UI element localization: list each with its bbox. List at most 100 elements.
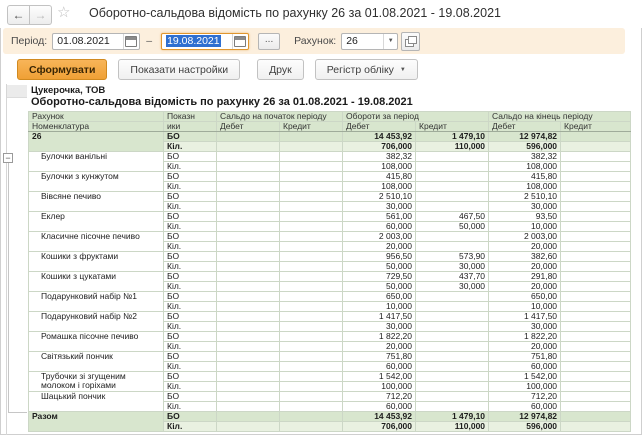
row-value-cell[interactable]: 706,000 — [342, 421, 417, 432]
row-value-cell[interactable] — [415, 301, 490, 312]
row-value-cell[interactable] — [560, 381, 632, 392]
row-value-cell[interactable] — [560, 181, 632, 192]
row-value-cell[interactable]: 415,80 — [488, 171, 562, 182]
row-value-cell[interactable]: 20,000 — [488, 261, 562, 272]
row-value-cell[interactable]: 751,80 — [342, 351, 417, 362]
row-value-cell[interactable] — [560, 331, 632, 342]
row-value-cell[interactable] — [560, 151, 632, 162]
row-value-cell[interactable]: 60,000 — [342, 401, 417, 412]
row-value-cell[interactable]: 712,20 — [342, 391, 417, 402]
row-indicator-cell[interactable]: БО — [163, 191, 217, 202]
open-list-icon[interactable] — [401, 31, 421, 51]
table-row[interactable]: Кошики з фруктами БО 956,50 573,90 382,60 — [28, 251, 632, 272]
row-value-cell[interactable] — [216, 211, 280, 222]
row-indicator-cell[interactable]: Кіл. — [163, 361, 217, 372]
show-settings-button[interactable]: Показати настройки — [118, 59, 241, 80]
row-value-cell[interactable]: 1 542,00 — [488, 371, 562, 382]
row-value-cell[interactable]: 2 003,00 — [342, 231, 417, 242]
row-value-cell[interactable]: 110,000 — [415, 141, 490, 152]
table-row[interactable]: Вівсяне печиво БО 2 510,10 2 510,10 — [28, 191, 632, 212]
row-value-cell[interactable] — [278, 201, 344, 212]
row-value-cell[interactable] — [560, 351, 632, 362]
row-value-cell[interactable] — [278, 301, 344, 312]
row-value-cell[interactable] — [278, 401, 344, 412]
row-indicator-cell[interactable]: Кіл. — [163, 181, 217, 192]
row-value-cell[interactable]: 30,000 — [415, 261, 490, 272]
row-indicator-cell[interactable]: Кіл. — [163, 161, 217, 172]
generate-button[interactable]: Сформувати — [17, 59, 108, 80]
row-value-cell[interactable]: 291,80 — [488, 271, 562, 282]
period-options-button[interactable]: ... — [258, 32, 281, 50]
date-to-input[interactable]: 19.08.2021 — [161, 32, 250, 50]
header-closing-balance[interactable]: Сальдо на кінець періоду — [488, 111, 632, 122]
row-indicator-cell[interactable]: Кіл. — [163, 281, 217, 292]
row-value-cell[interactable] — [278, 291, 344, 302]
row-value-cell[interactable] — [278, 211, 344, 222]
row-value-cell[interactable] — [415, 361, 490, 372]
row-value-cell[interactable] — [560, 341, 632, 352]
header-indicators[interactable]: Показн — [163, 111, 217, 122]
row-value-cell[interactable] — [216, 381, 280, 392]
row-name-cell[interactable]: Кошики з цукатами — [28, 271, 164, 292]
row-value-cell[interactable] — [560, 421, 632, 432]
header-turnover[interactable]: Обороти за період — [342, 111, 490, 122]
row-value-cell[interactable]: 50,000 — [342, 281, 417, 292]
row-value-cell[interactable] — [216, 321, 280, 332]
table-row[interactable]: Кіл. 60,000 60,000 — [29, 361, 632, 372]
row-value-cell[interactable]: 382,32 — [488, 151, 562, 162]
row-value-cell[interactable] — [278, 381, 344, 392]
table-row[interactable]: Кіл. 100,000 100,000 — [29, 381, 632, 392]
row-value-cell[interactable]: 712,20 — [488, 391, 562, 402]
row-value-cell[interactable] — [216, 281, 280, 292]
table-row[interactable]: Кіл. 50,000 30,000 20,000 — [29, 261, 632, 272]
header-credit[interactable]: Кредит — [415, 121, 490, 132]
row-value-cell[interactable] — [560, 141, 632, 152]
row-value-cell[interactable] — [216, 171, 280, 182]
calendar-icon[interactable] — [232, 33, 247, 49]
row-value-cell[interactable] — [278, 341, 344, 352]
row-value-cell[interactable] — [216, 291, 280, 302]
row-value-cell[interactable] — [278, 221, 344, 232]
row-value-cell[interactable]: 2 510,10 — [488, 191, 562, 202]
row-value-cell[interactable] — [278, 311, 344, 322]
row-value-cell[interactable] — [278, 151, 344, 162]
row-value-cell[interactable] — [278, 251, 344, 262]
row-value-cell[interactable] — [560, 211, 632, 222]
row-value-cell[interactable]: 1 822,20 — [488, 331, 562, 342]
header-credit[interactable]: Кредит — [560, 121, 632, 132]
row-name-cell[interactable]: 26 — [28, 131, 164, 152]
row-value-cell[interactable] — [216, 351, 280, 362]
row-indicator-cell[interactable]: БО — [163, 131, 217, 142]
row-indicator-cell[interactable]: Кіл. — [163, 201, 217, 212]
row-value-cell[interactable] — [560, 301, 632, 312]
table-row[interactable]: Кіл. 706,000 110,000 596,000 — [29, 141, 632, 152]
chevron-down-icon[interactable]: ▼ — [383, 33, 397, 49]
row-value-cell[interactable]: 10,000 — [488, 301, 562, 312]
row-value-cell[interactable]: 100,000 — [488, 381, 562, 392]
row-value-cell[interactable] — [278, 371, 344, 382]
row-value-cell[interactable] — [278, 181, 344, 192]
row-value-cell[interactable]: 561,00 — [342, 211, 417, 222]
row-value-cell[interactable]: 30,000 — [342, 321, 417, 332]
account-input[interactable]: 26 ▼ — [341, 32, 399, 50]
row-value-cell[interactable] — [216, 411, 280, 422]
row-value-cell[interactable] — [216, 261, 280, 272]
row-indicator-cell[interactable]: БО — [163, 311, 217, 322]
row-value-cell[interactable] — [560, 131, 632, 142]
row-value-cell[interactable] — [278, 261, 344, 272]
row-value-cell[interactable] — [415, 201, 490, 212]
row-value-cell[interactable] — [216, 231, 280, 242]
row-indicator-cell[interactable]: Кіл. — [163, 341, 217, 352]
row-name-cell[interactable]: Вівсяне печиво — [28, 191, 164, 212]
row-value-cell[interactable]: 108,000 — [488, 161, 562, 172]
row-value-cell[interactable]: 573,90 — [415, 251, 490, 262]
row-indicator-cell[interactable]: Кіл. — [163, 401, 217, 412]
table-row[interactable]: Булочки ванільні БО 382,32 382,32 — [28, 151, 632, 172]
row-value-cell[interactable] — [278, 241, 344, 252]
row-value-cell[interactable]: 60,000 — [488, 401, 562, 412]
row-name-cell[interactable]: Кошики з фруктами — [28, 251, 164, 272]
calendar-icon[interactable] — [123, 33, 138, 49]
row-value-cell[interactable] — [560, 361, 632, 372]
row-value-cell[interactable] — [278, 161, 344, 172]
row-value-cell[interactable]: 14 453,92 — [342, 411, 417, 422]
